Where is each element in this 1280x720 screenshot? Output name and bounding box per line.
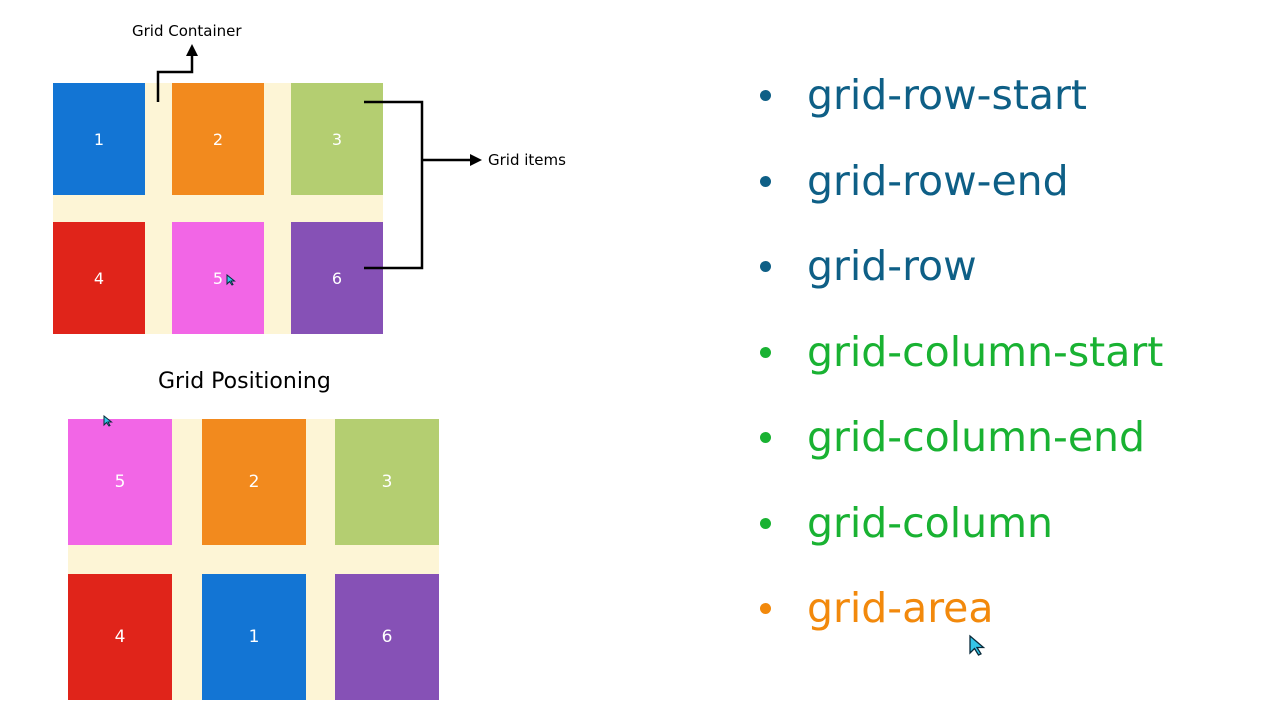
bullet-dot [760,518,771,529]
bullet-dot [760,347,771,358]
grid-container: 1 2 3 4 5 6 [53,83,383,334]
property-label: grid-row [807,242,977,290]
grid-item-5: 5 [172,222,264,334]
property-label: grid-column-end [807,413,1146,461]
arrow-right-icon [422,154,482,166]
positioned-item-2: 2 [202,419,306,545]
positioned-item-3: 3 [335,419,439,545]
bullet-dot [760,603,771,614]
grid-item-1: 1 [53,83,145,195]
property-label: grid-column [807,499,1054,547]
property-label: grid-row-end [807,157,1069,205]
property-label: grid-area [807,584,994,632]
bullet-dot [760,432,771,443]
cursor-icon [969,634,986,656]
positioned-item-6: 6 [335,574,439,700]
property-label: grid-row-start [807,71,1087,119]
property-label: grid-column-start [807,328,1164,376]
grid-positioning-container: 5 2 3 4 1 6 [68,419,439,700]
grid-item-4: 4 [53,222,145,334]
positioned-item-1: 1 [202,574,306,700]
cursor-icon [226,274,236,286]
grid-item-2: 2 [172,83,264,195]
cursor-icon [103,415,113,427]
arrow-up-icon [156,44,198,102]
bullet-dot [760,90,771,101]
bracket-lines [364,100,424,270]
grid-positioning-title: Grid Positioning [158,369,331,394]
bullet-dot [760,176,771,187]
grid-items-label: Grid items [488,151,566,169]
positioned-item-5: 5 [68,419,172,545]
positioned-item-4: 4 [68,574,172,700]
bullet-dot [760,261,771,272]
grid-item-6: 6 [291,222,383,334]
grid-container-label: Grid Container [132,22,242,40]
